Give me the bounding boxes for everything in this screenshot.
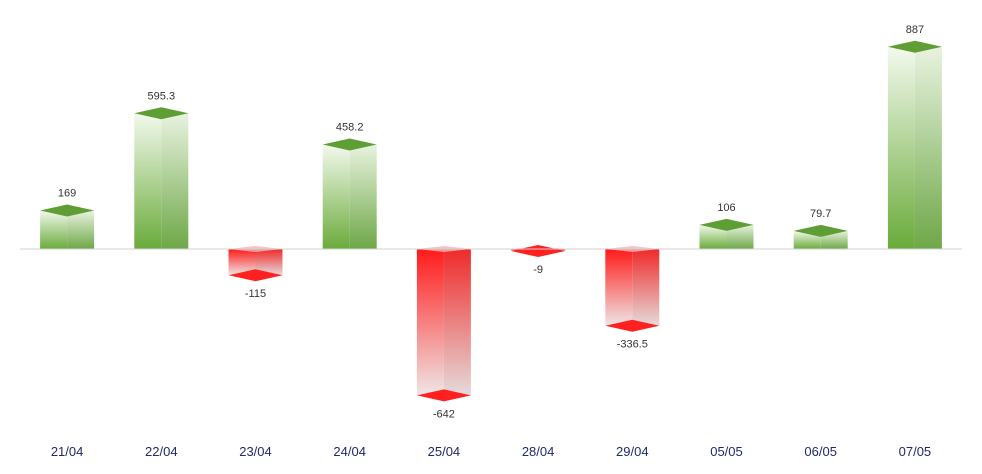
bar-top-cap: [40, 204, 95, 217]
bar-bottom-cap: [228, 269, 283, 282]
bar-front-face: [40, 210, 68, 249]
bar-front-face: [887, 46, 915, 249]
bar-24-04: [322, 138, 377, 249]
bar-value-label: -336.5: [617, 339, 648, 351]
bar-value-label: 79.7: [810, 208, 831, 220]
bar-25-04: [416, 246, 471, 402]
bar-22-04: [134, 107, 189, 249]
bar-07-05: [887, 40, 942, 249]
bar-value-label: 458.2: [336, 122, 364, 134]
bar-value-label: -642: [433, 408, 455, 420]
bar-side-face: [914, 46, 942, 249]
bar-side-face: [632, 249, 660, 326]
x-tick-label: 23/04: [239, 444, 272, 459]
bar-top-cap: [322, 138, 377, 151]
x-tick-label: 06/05: [804, 444, 837, 459]
bar-21-04: [40, 204, 95, 249]
bar-28-04: [511, 245, 566, 258]
bar-front-face: [793, 230, 821, 249]
x-tick-label: 21/04: [51, 444, 84, 459]
bar-06-05: [793, 224, 848, 249]
bar-top-cap: [793, 224, 848, 237]
bar-side-face: [161, 113, 189, 249]
labels-layer: 169 21/04 595.3 22/04 -115 23/04 458.2 24/04 -64…: [51, 24, 931, 459]
bar-value-label: -9: [533, 264, 543, 276]
bar-side-face: [349, 144, 377, 249]
bar-front-face: [605, 249, 633, 326]
x-tick-label: 05/05: [710, 444, 743, 459]
x-tick-label: 24/04: [333, 444, 366, 459]
bar-bottom-cap: [605, 319, 660, 332]
bar-bottom-cap: [511, 245, 566, 258]
bar-side-face: [67, 210, 95, 249]
bar-value-label: 595.3: [148, 90, 176, 102]
bar-value-label: 887: [906, 24, 924, 36]
bar-value-label: 169: [58, 187, 76, 199]
bar-top-cap: [134, 107, 189, 120]
x-tick-label: 07/05: [899, 444, 932, 459]
bar-value-label: 106: [717, 202, 735, 214]
bar-side-face: [443, 249, 471, 396]
bars-layer: [40, 40, 942, 402]
bar-bottom-cap: [416, 389, 471, 402]
x-tick-label: 29/04: [616, 444, 649, 459]
bar-top-cap: [887, 40, 942, 53]
bar-23-04: [228, 246, 283, 282]
bar-05-05: [699, 218, 754, 249]
bar-value-label: -115: [245, 288, 266, 300]
x-tick-label: 28/04: [522, 444, 555, 459]
bar-front-face: [134, 113, 162, 249]
bar-top-cap: [699, 218, 754, 231]
x-tick-label: 22/04: [145, 444, 178, 459]
bar-front-face: [416, 249, 444, 396]
bar-side-face: [820, 230, 848, 249]
bar-29-04: [605, 246, 660, 332]
x-tick-label: 25/04: [428, 444, 461, 459]
bar-front-face: [322, 144, 350, 249]
